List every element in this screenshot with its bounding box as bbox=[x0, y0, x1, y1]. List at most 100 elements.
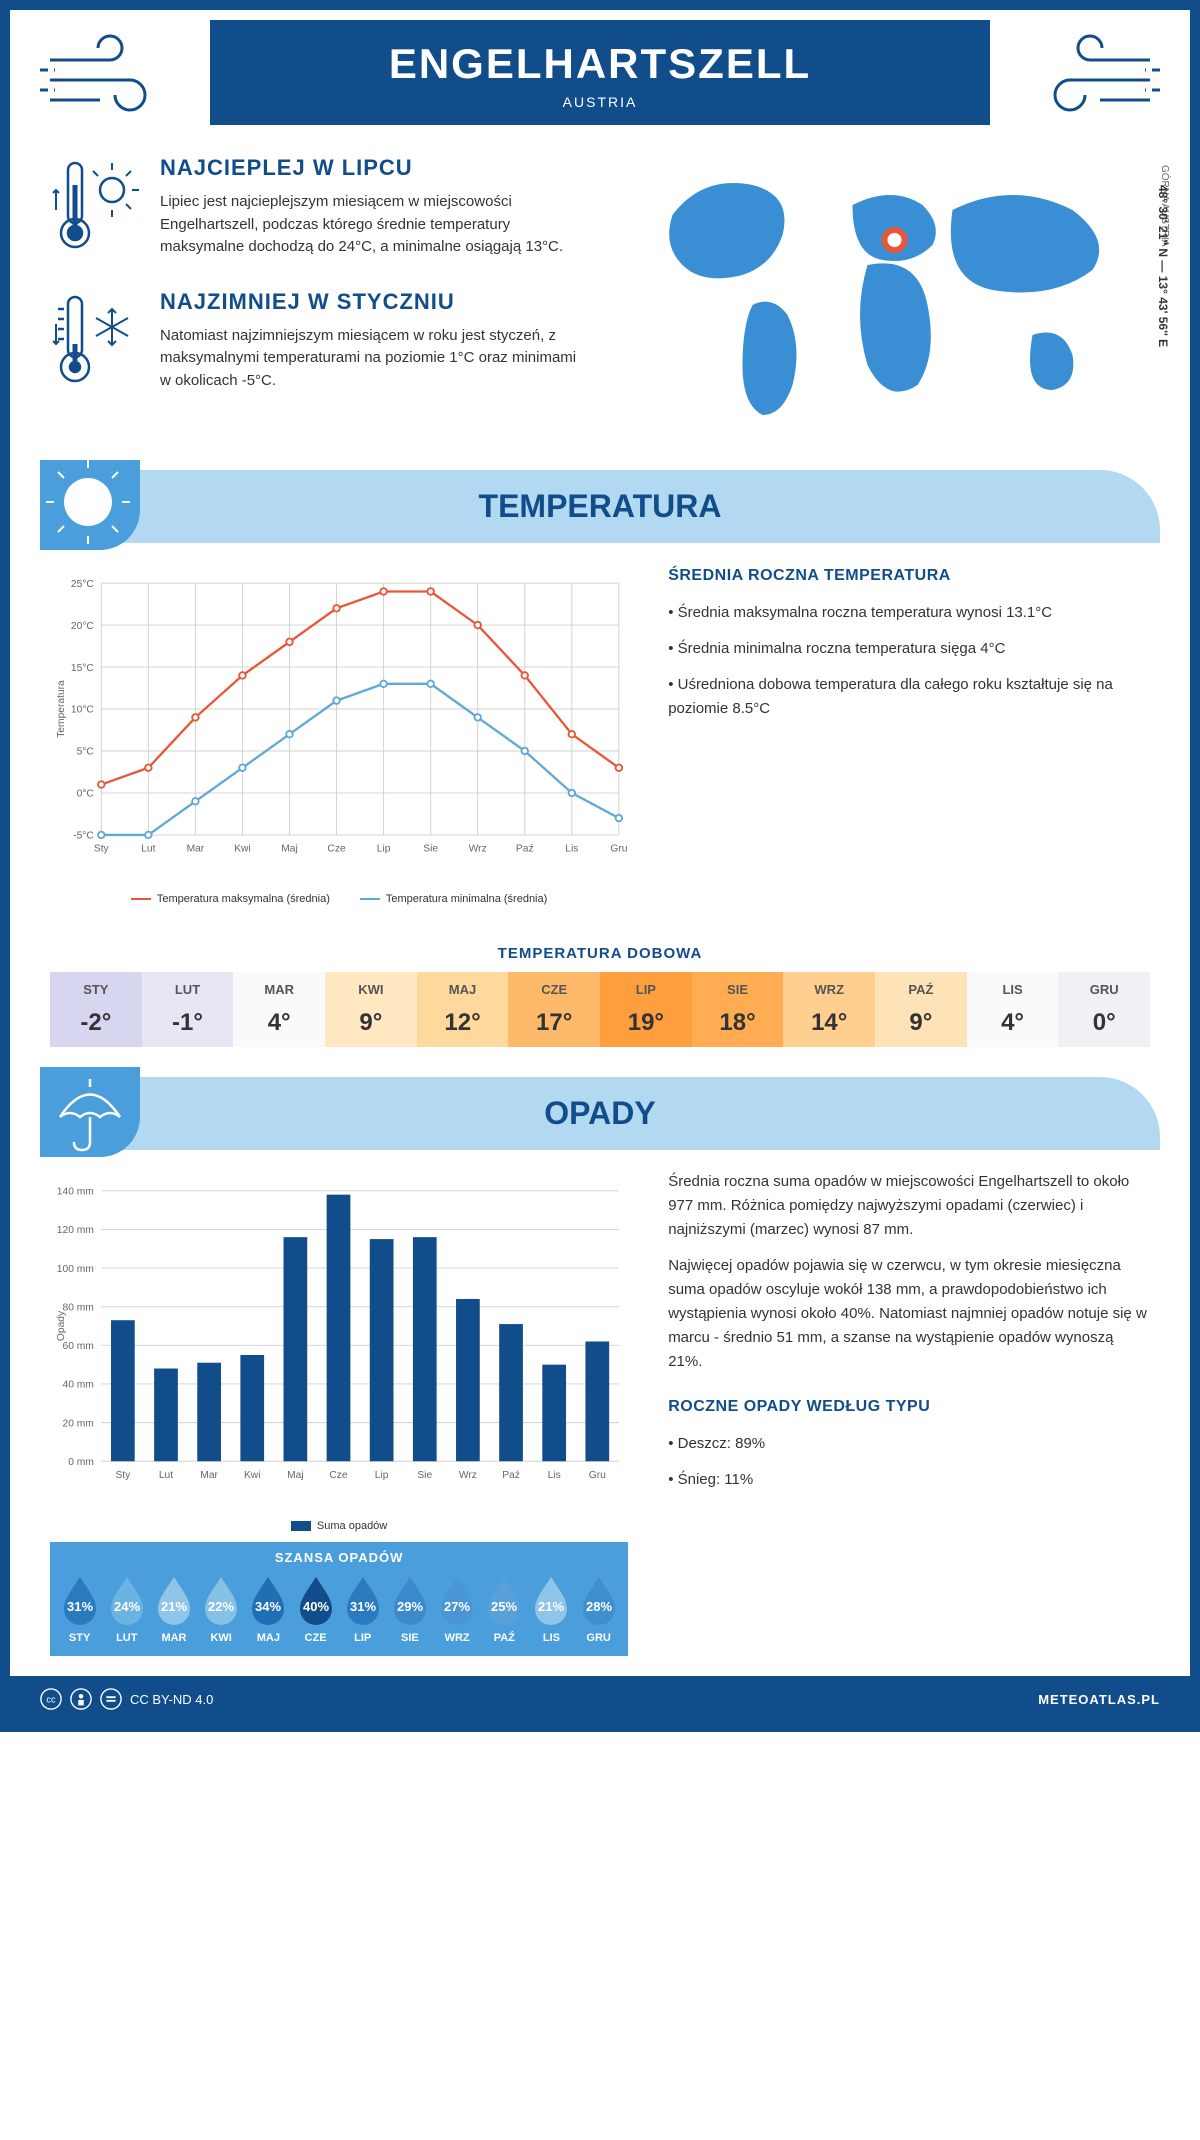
svg-text:5°C: 5°C bbox=[77, 747, 95, 758]
temperature-legend: Temperatura maksymalna (średnia) Tempera… bbox=[50, 893, 628, 905]
svg-text:Sie: Sie bbox=[423, 844, 438, 855]
chance-drop: 24%LUT bbox=[103, 1573, 150, 1644]
svg-text:15°C: 15°C bbox=[71, 663, 95, 674]
daily-cell: GRU0° bbox=[1058, 972, 1150, 1047]
svg-text:Temperatura: Temperatura bbox=[56, 680, 67, 738]
temperature-line-chart: -5°C0°C5°C10°C15°C20°C25°CStyLutMarKwiMa… bbox=[50, 563, 628, 883]
svg-text:Paź: Paź bbox=[516, 844, 534, 855]
fact-coldest-text: NAJZIMNIEJ W STYCZNIU Natomiast najzimni… bbox=[160, 289, 585, 393]
svg-text:31%: 31% bbox=[350, 1599, 376, 1614]
fact-warmest-body: Lipiec jest najcieplejszym miesiącem w m… bbox=[160, 191, 585, 259]
svg-text:0 mm: 0 mm bbox=[68, 1457, 94, 1468]
daily-cell: WRZ14° bbox=[783, 972, 875, 1047]
daily-cell: MAR4° bbox=[233, 972, 325, 1047]
daily-cell: STY-2° bbox=[50, 972, 142, 1047]
precipitation-header: OPADY bbox=[40, 1077, 1160, 1150]
svg-text:Maj: Maj bbox=[281, 844, 298, 855]
daily-cell: PAŹ9° bbox=[875, 972, 967, 1047]
temp-bullet-0: • Średnia maksymalna roczna temperatura … bbox=[668, 601, 1150, 625]
svg-text:21%: 21% bbox=[161, 1599, 187, 1614]
svg-text:Maj: Maj bbox=[287, 1470, 304, 1481]
svg-text:Sty: Sty bbox=[94, 844, 110, 855]
svg-text:-5°C: -5°C bbox=[73, 831, 94, 842]
svg-text:80 mm: 80 mm bbox=[63, 1302, 94, 1313]
svg-text:Kwi: Kwi bbox=[244, 1470, 261, 1481]
wind-icon-left bbox=[40, 30, 180, 120]
svg-text:Mar: Mar bbox=[200, 1470, 218, 1481]
svg-text:22%: 22% bbox=[208, 1599, 234, 1614]
wind-icon-right bbox=[1020, 30, 1160, 120]
precipitation-body: 0 mm 20 mm 40 mm 60 mm 80 mm 100 mm 120 mm 140 … bbox=[10, 1150, 1190, 1676]
svg-text:Gru: Gru bbox=[610, 844, 627, 855]
city-name: ENGELHARTSZELL bbox=[210, 40, 990, 88]
header-wrap: ENGELHARTSZELL AUSTRIA bbox=[10, 10, 1190, 125]
temp-bullet-1: • Średnia minimalna roczna temperatura s… bbox=[668, 637, 1150, 661]
cc-icon: cc bbox=[40, 1688, 62, 1710]
svg-text:60 mm: 60 mm bbox=[63, 1341, 94, 1352]
svg-text:20°C: 20°C bbox=[71, 621, 95, 632]
svg-text:34%: 34% bbox=[255, 1599, 281, 1614]
precipitation-legend: Suma opadów bbox=[50, 1520, 628, 1532]
precipitation-chance-box: SZANSA OPADÓW 31%STY24%LUT21%MAR22%KWI34… bbox=[50, 1542, 628, 1656]
chance-drop: 21%LIS bbox=[528, 1573, 575, 1644]
daily-cell: MAJ12° bbox=[417, 972, 509, 1047]
svg-text:Opady: Opady bbox=[56, 1310, 67, 1341]
precipitation-chart-col: 0 mm 20 mm 40 mm 60 mm 80 mm 100 mm 120 mm 140 … bbox=[50, 1170, 628, 1656]
svg-text:28%: 28% bbox=[586, 1599, 612, 1614]
chance-drop: 27%WRZ bbox=[434, 1573, 481, 1644]
svg-text:25%: 25% bbox=[491, 1599, 517, 1614]
svg-text:Lut: Lut bbox=[141, 844, 155, 855]
svg-text:21%: 21% bbox=[538, 1599, 564, 1614]
svg-text:31%: 31% bbox=[67, 1599, 93, 1614]
svg-text:24%: 24% bbox=[114, 1599, 140, 1614]
thermometer-cold-icon bbox=[50, 289, 140, 389]
temperature-chart-col: -5°C0°C5°C10°C15°C20°C25°CStyLutMarKwiMa… bbox=[50, 563, 628, 905]
svg-text:120 mm: 120 mm bbox=[57, 1225, 94, 1236]
daily-temp-title: TEMPERATURA DOBOWA bbox=[10, 945, 1190, 962]
svg-text:Kwi: Kwi bbox=[234, 844, 251, 855]
header-banner: ENGELHARTSZELL AUSTRIA bbox=[210, 20, 990, 125]
license-text: CC BY-ND 4.0 bbox=[130, 1692, 213, 1707]
chance-drop: 34%MAJ bbox=[245, 1573, 292, 1644]
site-name: METEOATLAS.PL bbox=[1038, 1692, 1160, 1707]
fact-warmest-text: NAJCIEPLEJ W LIPCU Lipiec jest najcieple… bbox=[160, 155, 585, 259]
svg-text:100 mm: 100 mm bbox=[57, 1264, 94, 1275]
svg-text:Cze: Cze bbox=[329, 1470, 348, 1481]
temperature-title: TEMPERATURA bbox=[479, 488, 722, 524]
svg-text:Lut: Lut bbox=[159, 1470, 173, 1481]
daily-cell: SIE18° bbox=[692, 972, 784, 1047]
svg-text:20 mm: 20 mm bbox=[63, 1418, 94, 1429]
svg-text:Lis: Lis bbox=[565, 844, 578, 855]
svg-text:40%: 40% bbox=[303, 1599, 329, 1614]
daily-cell: CZE17° bbox=[508, 972, 600, 1047]
svg-text:Wrz: Wrz bbox=[459, 1470, 477, 1481]
country-name: AUSTRIA bbox=[210, 94, 990, 110]
chance-drop: 25%PAŹ bbox=[481, 1573, 528, 1644]
svg-text:10°C: 10°C bbox=[71, 705, 95, 716]
temperature-body: -5°C0°C5°C10°C15°C20°C25°CStyLutMarKwiMa… bbox=[10, 543, 1190, 925]
precip-type-title: ROCZNE OPADY WEDŁUG TYPU bbox=[668, 1394, 1150, 1420]
chance-drop: 29%SIE bbox=[386, 1573, 433, 1644]
precipitation-bar-chart: 0 mm 20 mm 40 mm 60 mm 80 mm 100 mm 120 mm 140 … bbox=[50, 1170, 628, 1510]
footer: cc CC BY-ND 4.0 METEOATLAS.PL bbox=[10, 1676, 1190, 1722]
fact-warmest-title: NAJCIEPLEJ W LIPCU bbox=[160, 155, 585, 181]
svg-text:Lip: Lip bbox=[375, 1470, 389, 1481]
umbrella-icon bbox=[40, 1067, 140, 1157]
nd-icon bbox=[100, 1688, 122, 1710]
svg-text:140 mm: 140 mm bbox=[57, 1187, 94, 1198]
chance-drops: 31%STY24%LUT21%MAR22%KWI34%MAJ40%CZE31%L… bbox=[50, 1573, 628, 1652]
svg-text:25°C: 25°C bbox=[71, 579, 95, 590]
svg-text:Gru: Gru bbox=[589, 1470, 606, 1481]
coordinates: 48° 30' 21'' N — 13° 43' 56'' E bbox=[1156, 185, 1170, 347]
svg-text:Lip: Lip bbox=[377, 844, 391, 855]
legend-max: Temperatura maksymalna (średnia) bbox=[131, 893, 330, 905]
precipitation-summary: Średnia roczna suma opadów w miejscowośc… bbox=[668, 1170, 1150, 1656]
temperature-header: TEMPERATURA bbox=[40, 470, 1160, 543]
svg-text:Mar: Mar bbox=[187, 844, 205, 855]
svg-text:40 mm: 40 mm bbox=[63, 1380, 94, 1391]
svg-text:27%: 27% bbox=[444, 1599, 470, 1614]
temp-bullet-2: • Uśredniona dobowa temperatura dla całe… bbox=[668, 673, 1150, 721]
daily-cell: LUT-1° bbox=[142, 972, 234, 1047]
precipitation-title: OPADY bbox=[544, 1095, 655, 1131]
intro-map: GÓRNA AUSTRIA 48° 30' 21'' N — 13° 43' 5… bbox=[615, 155, 1150, 440]
